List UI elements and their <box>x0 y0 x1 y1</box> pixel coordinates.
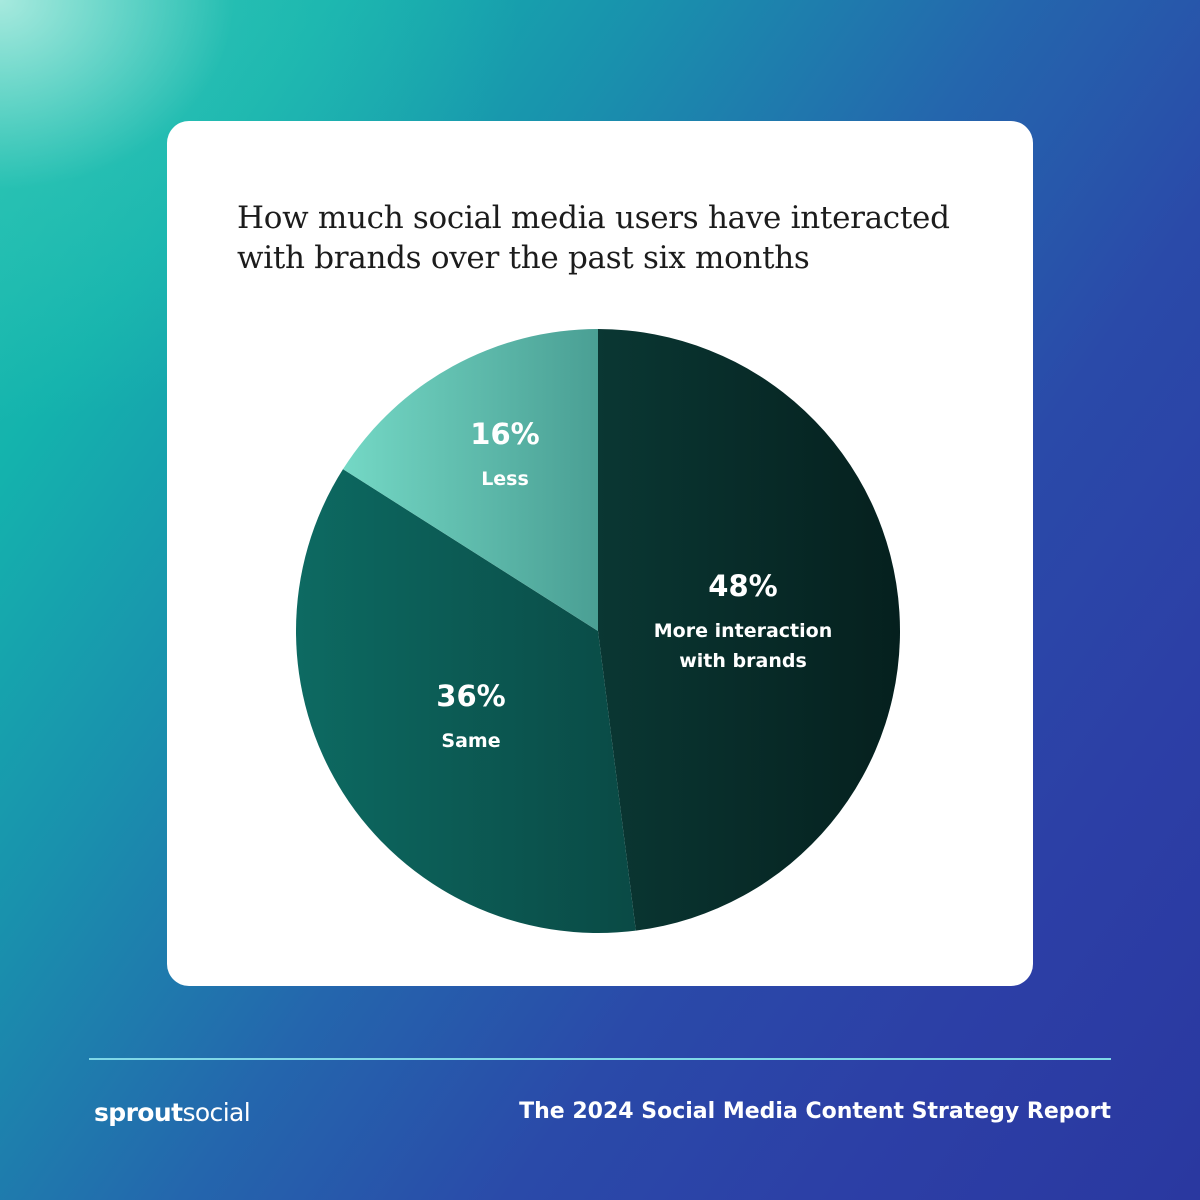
slice-category-label-same: Same <box>441 730 500 752</box>
slice-value-label-same: 36% <box>436 679 505 713</box>
footer-divider <box>89 1058 1111 1060</box>
slice-value-label-more-interaction: 48% <box>708 569 777 603</box>
chart-title-line-2: with brands over the past six months <box>237 240 810 276</box>
chart-title-line-1: How much social media users have interac… <box>237 200 950 236</box>
report-title: The 2024 Social Media Content Strategy R… <box>519 1099 1111 1124</box>
slice-category-label-less: Less <box>481 468 529 490</box>
sprout-social-logo: sproutsocial <box>94 1098 251 1127</box>
logo-text-bold: sprout <box>94 1098 183 1127</box>
chart-title: How much social media users have interac… <box>237 198 997 278</box>
slice-category-label-more-interaction: with brands <box>679 650 807 672</box>
pie-slices <box>295 329 901 933</box>
pie-labels: 48% More interaction with brands 36% Same 16%… <box>436 417 832 752</box>
slice-value-label-less: 16% <box>470 417 539 451</box>
logo-text-light: social <box>182 1098 251 1127</box>
pie-slice-more-interaction <box>598 329 901 931</box>
slice-category-label-more-interaction: More interaction <box>654 620 832 642</box>
pie-slice-less <box>343 329 598 631</box>
pie-slice-same <box>295 469 636 933</box>
